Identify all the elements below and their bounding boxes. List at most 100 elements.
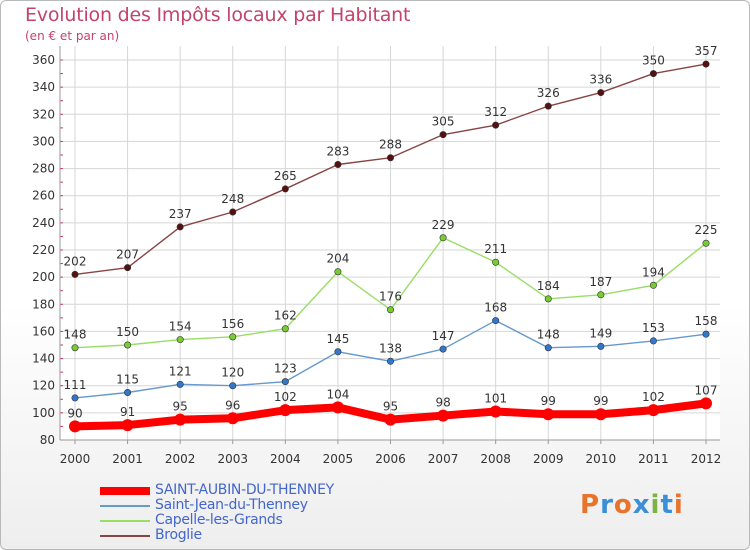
data-label: 168 xyxy=(484,301,507,315)
data-label: 95 xyxy=(173,400,188,414)
data-label: 204 xyxy=(326,252,349,266)
data-label: 265 xyxy=(274,169,297,183)
data-label: 288 xyxy=(379,138,402,152)
data-label: 148 xyxy=(64,328,87,342)
data-point xyxy=(439,345,447,353)
data-point xyxy=(386,154,394,162)
logo-letter: x xyxy=(632,490,651,520)
data-point xyxy=(124,264,132,272)
legend-label: Capelle-les-Grands xyxy=(155,512,283,528)
data-point xyxy=(334,348,342,356)
x-tick-label: 2009 xyxy=(533,452,564,466)
data-label: 145 xyxy=(326,332,349,346)
data-point xyxy=(437,409,450,422)
x-tick-label: 2000 xyxy=(60,452,91,466)
legend-label: Saint-Jean-du-Thenney xyxy=(155,497,308,513)
data-point xyxy=(702,239,710,247)
x-tick-label: 2007 xyxy=(428,452,459,466)
y-tick-label: 280 xyxy=(32,162,55,176)
x-tick-label: 2003 xyxy=(217,452,248,466)
data-label: 102 xyxy=(642,390,665,404)
data-label: 336 xyxy=(589,73,612,87)
legend-swatch xyxy=(100,520,150,522)
data-point xyxy=(489,405,502,418)
y-tick-label: 220 xyxy=(32,243,55,257)
data-label: 102 xyxy=(274,390,297,404)
x-tick-label: 2008 xyxy=(480,452,511,466)
logo-letter: i xyxy=(650,490,661,520)
data-point xyxy=(281,325,289,333)
data-label: 176 xyxy=(379,290,402,304)
data-label: 147 xyxy=(432,329,455,343)
data-label: 194 xyxy=(642,265,665,279)
y-tick-label: 180 xyxy=(32,297,55,311)
data-point xyxy=(71,344,79,352)
data-label: 148 xyxy=(537,328,560,342)
data-label: 156 xyxy=(221,317,244,331)
data-point xyxy=(544,102,552,110)
data-label: 305 xyxy=(432,115,455,129)
data-point xyxy=(544,295,552,303)
y-tick-label: 100 xyxy=(32,406,55,420)
data-point xyxy=(492,317,500,325)
data-label: 115 xyxy=(116,373,139,387)
data-point xyxy=(542,408,555,421)
data-point xyxy=(334,161,342,169)
data-point xyxy=(597,342,605,350)
y-tick-label: 200 xyxy=(32,270,55,284)
logo-letter: i xyxy=(673,490,684,520)
y-tick-label: 120 xyxy=(32,379,55,393)
data-label: 207 xyxy=(116,248,139,262)
data-point xyxy=(597,291,605,299)
data-point xyxy=(597,89,605,97)
data-point xyxy=(647,404,660,417)
logo-letter: P xyxy=(580,490,601,520)
data-label: 248 xyxy=(221,192,244,206)
legend-swatch xyxy=(100,535,150,537)
data-point xyxy=(69,420,81,433)
data-point xyxy=(71,270,79,278)
data-label: 138 xyxy=(379,341,402,355)
chart-subtitle: (en € et par an) xyxy=(25,29,120,43)
x-tick-label: 2012 xyxy=(691,452,722,466)
data-point xyxy=(702,60,710,68)
data-label: 123 xyxy=(274,362,297,376)
data-point xyxy=(176,336,184,344)
x-tick-label: 2001 xyxy=(112,452,143,466)
data-point xyxy=(174,413,187,426)
data-label: 229 xyxy=(432,218,455,232)
logo-letter: o xyxy=(613,490,633,520)
data-label: 154 xyxy=(169,320,192,334)
data-point xyxy=(649,281,657,289)
x-tick-label: 2004 xyxy=(270,452,301,466)
legend-label: SAINT-AUBIN-DU-THENNEY xyxy=(155,482,334,498)
data-label: 107 xyxy=(695,383,718,397)
data-point xyxy=(334,268,342,276)
data-point xyxy=(229,333,237,341)
y-tick-label: 360 xyxy=(32,53,55,67)
data-label: 149 xyxy=(589,326,612,340)
data-point xyxy=(492,258,500,266)
logo-letter: t xyxy=(660,490,674,520)
data-label: 153 xyxy=(642,321,665,335)
data-point xyxy=(439,234,447,242)
y-tick-label: 320 xyxy=(32,107,55,121)
data-point xyxy=(439,131,447,139)
data-label: 96 xyxy=(225,398,240,412)
data-point xyxy=(331,401,344,414)
legend-swatch xyxy=(100,505,150,507)
data-label: 283 xyxy=(326,145,349,159)
data-point xyxy=(384,413,397,426)
legend-label: Broglie xyxy=(155,527,202,543)
data-point xyxy=(71,394,79,402)
data-point xyxy=(700,397,712,410)
data-point xyxy=(121,419,134,432)
y-tick-label: 240 xyxy=(32,216,55,230)
data-label: 211 xyxy=(484,242,507,256)
data-point xyxy=(229,208,237,216)
x-tick-label: 2005 xyxy=(323,452,354,466)
data-label: 225 xyxy=(695,223,718,237)
chart-title: Evolution des Impôts locaux par Habitant xyxy=(25,4,411,26)
data-label: 357 xyxy=(695,44,718,58)
